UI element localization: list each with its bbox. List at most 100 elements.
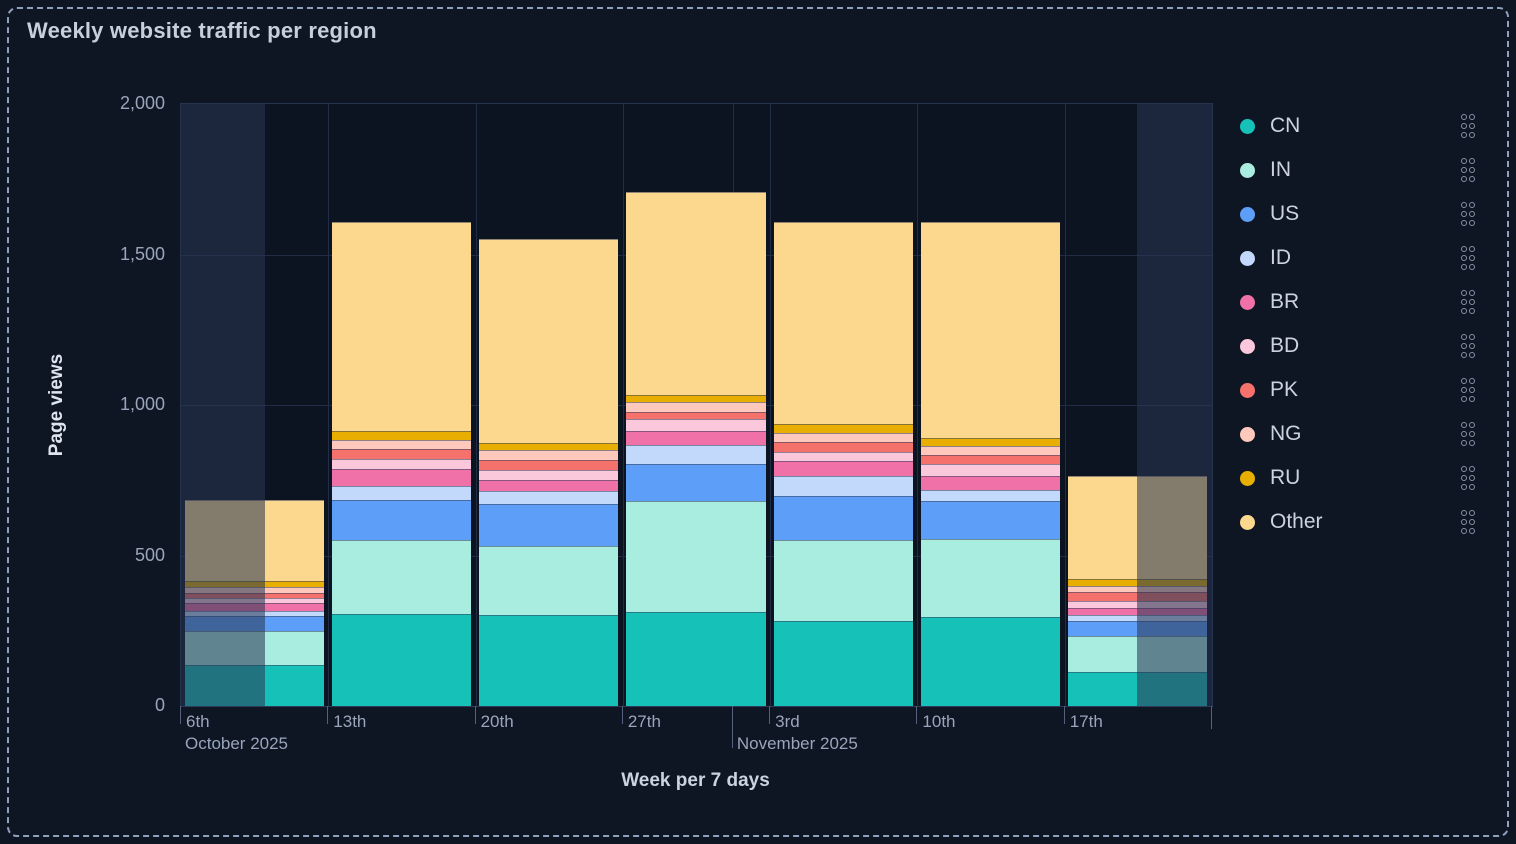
bar-segment-27th-Other[interactable] xyxy=(626,191,766,396)
bar-segment-13th-PK[interactable] xyxy=(331,448,472,459)
bar-segment-13th-CN[interactable] xyxy=(331,614,472,706)
bar-segment-3rd-RU[interactable] xyxy=(773,423,913,433)
plot-area[interactable] xyxy=(180,103,1213,707)
legend-item-menu-six-dot-kebab-icon[interactable] xyxy=(1457,154,1478,186)
bar-segment-3rd-IN[interactable] xyxy=(773,540,913,622)
bar-segment-20th-NG[interactable] xyxy=(479,450,619,461)
bar-segment-6th-CN[interactable] xyxy=(184,665,324,706)
bar-segment-13th-Other[interactable] xyxy=(331,222,472,431)
legend-item-BR[interactable]: BR xyxy=(1240,280,1478,324)
bar-segment-10th-US[interactable] xyxy=(920,501,1061,539)
legend-item-menu-six-dot-kebab-icon[interactable] xyxy=(1457,330,1478,362)
legend-item-IN[interactable]: IN xyxy=(1240,148,1478,192)
legend-item-RU[interactable]: RU xyxy=(1240,456,1478,500)
bar-segment-20th-CN[interactable] xyxy=(479,615,619,706)
bar-segment-20th-Other[interactable] xyxy=(479,239,619,443)
legend-item-CN[interactable]: CN xyxy=(1240,104,1478,148)
bar-segment-6th-BR[interactable] xyxy=(184,602,324,611)
legend-item-menu-six-dot-kebab-icon[interactable] xyxy=(1457,418,1478,450)
y-tick-label: 500 xyxy=(134,544,165,565)
bar-segment-3rd-Other[interactable] xyxy=(773,222,913,424)
bar-segment-10th-IN[interactable] xyxy=(920,538,1061,617)
bar-segment-27th-BR[interactable] xyxy=(626,430,766,446)
x-tick-label: 13th xyxy=(333,712,367,731)
bar-segment-13th-NG[interactable] xyxy=(331,439,472,449)
legend-item-menu-six-dot-kebab-icon[interactable] xyxy=(1457,110,1478,142)
bar-segment-3rd-PK[interactable] xyxy=(773,442,913,452)
bar-segment-27th-PK[interactable] xyxy=(626,411,766,420)
bar-segment-6th-BD[interactable] xyxy=(184,597,324,603)
bar-segment-6th-US[interactable] xyxy=(184,615,324,631)
bar-segment-10th-CN[interactable] xyxy=(920,616,1061,706)
legend-item-ID[interactable]: ID xyxy=(1240,236,1478,280)
bar-segment-17th-NG[interactable] xyxy=(1068,585,1208,593)
legend-label: PK xyxy=(1270,378,1299,401)
bar-segment-17th-PK[interactable] xyxy=(1068,592,1208,601)
bar-segment-17th-Other[interactable] xyxy=(1068,475,1208,579)
legend-label: Other xyxy=(1270,510,1323,533)
bar-segment-6th-Other[interactable] xyxy=(184,499,324,582)
bar-segment-6th-ID[interactable] xyxy=(184,610,324,616)
bar-segment-13th-BR[interactable] xyxy=(331,469,472,486)
bar-segment-10th-ID[interactable] xyxy=(920,490,1061,502)
bar-segment-20th-PK[interactable] xyxy=(479,460,619,471)
bar-segment-20th-BD[interactable] xyxy=(479,470,619,480)
bar-segment-3rd-ID[interactable] xyxy=(773,476,913,497)
bar-segment-10th-Other[interactable] xyxy=(920,222,1061,438)
bar-segment-27th-NG[interactable] xyxy=(626,402,766,412)
bar-segment-20th-BR[interactable] xyxy=(479,479,619,492)
bar-segment-3rd-NG[interactable] xyxy=(773,433,913,443)
legend-item-Other[interactable]: Other xyxy=(1240,500,1478,544)
bar-segment-10th-PK[interactable] xyxy=(920,455,1061,465)
gridline-vertical xyxy=(622,104,624,706)
bar-segment-6th-PK[interactable] xyxy=(184,592,324,598)
bar-segment-27th-US[interactable] xyxy=(626,464,766,502)
bar-segment-27th-IN[interactable] xyxy=(626,501,766,613)
y-tick-label: 1,500 xyxy=(119,243,165,264)
bar-segment-27th-BD[interactable] xyxy=(626,419,766,431)
bar-segment-20th-IN[interactable] xyxy=(479,546,619,616)
bar-segment-17th-US[interactable] xyxy=(1068,621,1208,637)
bar-segment-3rd-CN[interactable] xyxy=(773,621,913,706)
x-axis-tick xyxy=(916,706,918,724)
legend-item-menu-six-dot-kebab-icon[interactable] xyxy=(1457,506,1478,538)
legend-item-NG[interactable]: NG xyxy=(1240,412,1478,456)
bar-segment-3rd-BD[interactable] xyxy=(773,451,913,461)
bar-segment-13th-IN[interactable] xyxy=(331,540,472,615)
bar-segment-6th-NG[interactable] xyxy=(184,587,324,593)
bar-segment-27th-ID[interactable] xyxy=(626,445,766,465)
bar-segment-17th-BD[interactable] xyxy=(1068,600,1208,609)
bar-segment-13th-ID[interactable] xyxy=(331,485,472,500)
legend-item-US[interactable]: US xyxy=(1240,192,1478,236)
bar-segment-6th-IN[interactable] xyxy=(184,630,324,666)
bar-segment-20th-ID[interactable] xyxy=(479,491,619,505)
legend-item-menu-six-dot-kebab-icon[interactable] xyxy=(1457,198,1478,230)
legend-item-menu-six-dot-kebab-icon[interactable] xyxy=(1457,374,1478,406)
legend-item-menu-six-dot-kebab-icon[interactable] xyxy=(1457,462,1478,494)
bar-segment-17th-RU[interactable] xyxy=(1068,579,1208,586)
bar-segment-13th-US[interactable] xyxy=(331,499,472,541)
gridline-vertical xyxy=(328,104,330,706)
legend-item-menu-six-dot-kebab-icon[interactable] xyxy=(1457,242,1478,274)
legend-item-PK[interactable]: PK xyxy=(1240,368,1478,412)
bar-segment-13th-RU[interactable] xyxy=(331,430,472,440)
bar-segment-17th-IN[interactable] xyxy=(1068,636,1208,672)
bar-segment-20th-RU[interactable] xyxy=(479,442,619,451)
bar-segment-6th-RU[interactable] xyxy=(184,581,324,588)
bar-segment-3rd-US[interactable] xyxy=(773,496,913,541)
bar-segment-10th-RU[interactable] xyxy=(920,437,1061,446)
bar-segment-17th-ID[interactable] xyxy=(1068,614,1208,622)
bar-segment-17th-BR[interactable] xyxy=(1068,608,1208,615)
bar-segment-17th-CN[interactable] xyxy=(1068,672,1208,706)
bar-segment-10th-BD[interactable] xyxy=(920,464,1061,477)
legend-item-menu-six-dot-kebab-icon[interactable] xyxy=(1457,286,1478,318)
bar-segment-10th-NG[interactable] xyxy=(920,445,1061,456)
legend-color-dot xyxy=(1240,470,1255,486)
bar-segment-10th-BR[interactable] xyxy=(920,476,1061,491)
bar-segment-13th-BD[interactable] xyxy=(331,458,472,470)
bar-segment-27th-RU[interactable] xyxy=(626,395,766,402)
bar-segment-20th-US[interactable] xyxy=(479,504,619,547)
bar-segment-3rd-BR[interactable] xyxy=(773,460,913,477)
bar-segment-27th-CN[interactable] xyxy=(626,612,766,706)
legend-item-BD[interactable]: BD xyxy=(1240,324,1478,368)
